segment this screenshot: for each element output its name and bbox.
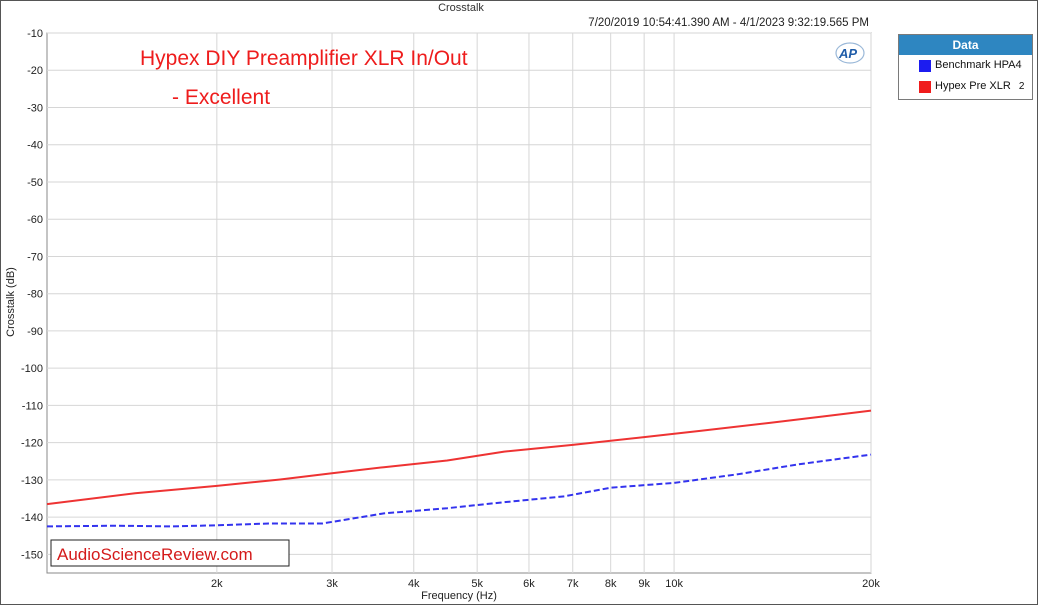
timestamp-text: 7/20/2019 10:54:41.390 AM - 4/1/2023 9:3…: [588, 17, 869, 29]
y-tick-label: -110: [22, 400, 43, 412]
x-axis-ticks: 2k 3k 4k 5k 6k 7k 8k 9k 10k 20k: [211, 578, 880, 590]
annotation-line1: Hypex DIY Preamplifier XLR In/Out: [140, 47, 468, 70]
ap-logo: AP: [835, 42, 865, 64]
x-tick-label: 2k: [211, 578, 223, 590]
series-line-0: [46, 453, 872, 528]
series-layer: [46, 409, 872, 528]
x-tick-label: 7k: [567, 578, 579, 590]
y-tick-label: -30: [27, 102, 43, 114]
y-tick-label: -150: [21, 549, 43, 561]
y-tick-label: -140: [21, 512, 43, 524]
legend-label-benchmark: Benchmark HPA4: [935, 59, 1022, 71]
y-tick-label: -130: [21, 475, 43, 487]
y-axis-label: Crosstalk (dB): [5, 267, 17, 337]
y-tick-label: -80: [27, 289, 43, 301]
legend-entry-hypex[interactable]: Hypex Pre XLR 2: [899, 76, 1032, 97]
legend-label-hypex: Hypex Pre XLR 2: [935, 80, 1024, 92]
y-tick-label: -50: [27, 177, 43, 189]
y-tick-label: -120: [21, 438, 43, 450]
legend-swatch-benchmark: [919, 60, 931, 72]
x-tick-label: 8k: [605, 578, 617, 590]
x-tick-label: 4k: [408, 578, 420, 590]
x-tick-label: 5k: [471, 578, 483, 590]
y-tick-label: -100: [21, 363, 43, 375]
y-tick-label: -60: [27, 214, 43, 226]
watermark-box: [50, 539, 290, 567]
x-tick-label: 3k: [326, 578, 338, 590]
legend-title: Data: [899, 35, 1032, 55]
watermark-text: AudioScienceReview.com: [57, 545, 253, 564]
series-line-1: [46, 409, 872, 506]
x-tick-label: 10k: [665, 578, 683, 590]
y-tick-label: -40: [27, 140, 43, 152]
x-tick-label: 20k: [862, 578, 880, 590]
x-tick-label: 6k: [523, 578, 535, 590]
ap-logo-text: AP: [838, 46, 857, 61]
grid-lines: [47, 32, 872, 573]
legend-entry-benchmark[interactable]: Benchmark HPA4: [899, 55, 1032, 76]
plot-area: [46, 32, 872, 574]
y-tick-label: -10: [27, 28, 43, 40]
x-axis-label: Frequency (Hz): [421, 590, 497, 602]
legend: Data Benchmark HPA4 Hypex Pre XLR 2: [898, 34, 1033, 100]
annotation-line2: - Excellent: [172, 86, 270, 109]
chart-title: Crosstalk: [438, 2, 484, 14]
legend-swatch-hypex: [919, 81, 931, 93]
y-axis-ticks: -10 -20 -30 -40 -50 -60 -70 -80 -90 -100 -110 -120 -…: [21, 28, 43, 561]
legend-label-hypex-text: Hypex Pre XLR: [935, 80, 1011, 92]
x-tick-label: 9k: [638, 578, 650, 590]
y-tick-label: -70: [27, 251, 43, 263]
y-tick-label: -20: [27, 65, 43, 77]
legend-label-hypex-suffix: 2: [1018, 81, 1025, 92]
y-tick-label: -90: [27, 326, 43, 338]
